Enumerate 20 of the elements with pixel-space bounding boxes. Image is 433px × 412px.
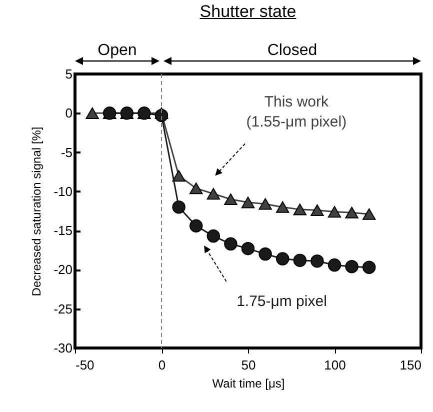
y-tick-label: -10 [54,184,72,199]
y-tick-label: -20 [54,262,72,278]
x-tick-label: -50 [76,358,94,372]
x-tick-label: 100 [324,358,346,372]
y-tick-label: -25 [54,301,72,316]
chart-title: Shutter state [198,2,298,22]
x-tick-label: 50 [241,358,256,372]
y-tick-label: -30 [54,340,72,356]
y-tick-label: -15 [54,223,72,238]
text: This work (1.55-μm pixel) [246,93,347,130]
series-label: 1.75-μm pixel [236,293,327,310]
y-tick-label: -5 [60,144,72,160]
text: Open [98,42,137,59]
x-axis-title: Wait time [μs] [212,376,285,390]
text: Closed [267,42,318,59]
y-tick-label: 0 [65,106,72,121]
y-tick-label: 5 [65,66,72,82]
y-axis-title: Decreased saturation signal [%] [30,126,44,296]
x-tick-label: 0 [158,358,166,372]
x-tick-label: 150 [400,358,422,372]
